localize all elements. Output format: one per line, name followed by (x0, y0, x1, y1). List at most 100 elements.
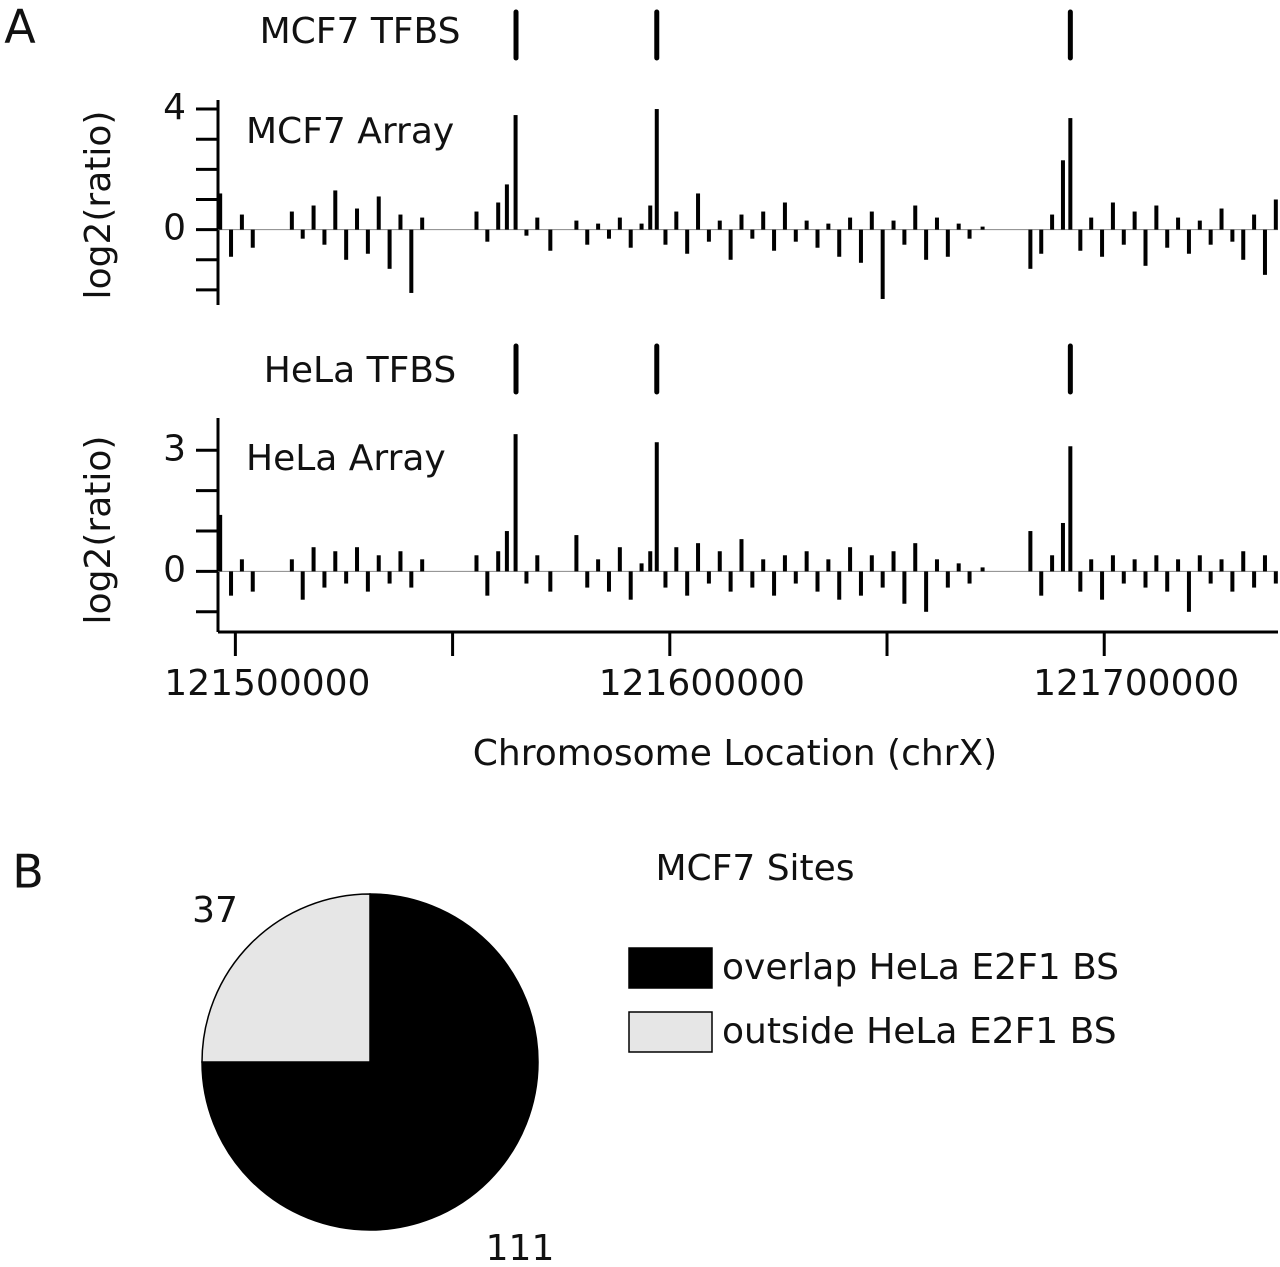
bar (826, 223, 831, 230)
bar (685, 571, 690, 596)
bar (1230, 229, 1235, 242)
bar (1068, 118, 1073, 230)
bar (535, 555, 540, 572)
bar (574, 535, 579, 572)
bar (772, 571, 777, 596)
bar (474, 211, 479, 230)
bar (956, 563, 961, 572)
bar (880, 571, 885, 588)
bar (945, 571, 950, 588)
bar (728, 571, 733, 592)
bar (648, 551, 653, 572)
bar (585, 571, 590, 588)
bar (239, 559, 244, 572)
bar (229, 229, 234, 257)
bar (1154, 205, 1159, 230)
bar (793, 229, 798, 242)
bar (858, 571, 863, 596)
bar (956, 223, 961, 230)
bar (1110, 555, 1115, 572)
bar (333, 551, 338, 572)
bar (945, 229, 950, 257)
bar (1273, 199, 1278, 230)
bar (902, 229, 907, 245)
bar (1165, 571, 1170, 592)
bar (1143, 229, 1148, 266)
bar (311, 547, 316, 572)
bar (648, 205, 653, 230)
bar (496, 202, 501, 230)
bar (1060, 522, 1065, 572)
bar (750, 571, 755, 588)
bar (1132, 211, 1137, 230)
bar (420, 217, 425, 230)
bar (848, 547, 853, 572)
bar (585, 229, 590, 245)
bar (717, 551, 722, 572)
bar (574, 220, 579, 230)
bar (891, 551, 896, 572)
bar (322, 571, 327, 588)
slice-label: 37 (192, 890, 238, 931)
bar (1078, 229, 1083, 251)
bar (289, 559, 294, 572)
bar (628, 229, 633, 248)
bar (311, 205, 316, 230)
bar (967, 229, 972, 239)
bar (1262, 555, 1267, 572)
bar (606, 229, 611, 239)
bar (913, 205, 918, 230)
bar (355, 208, 360, 230)
bar (934, 217, 939, 230)
bar (496, 551, 501, 572)
bar (504, 184, 509, 230)
pie-slice (201, 893, 371, 1063)
y-tick-label: 0 (163, 208, 186, 249)
bar (782, 555, 787, 572)
track-title: MCF7 Array (246, 111, 454, 152)
bar (239, 214, 244, 230)
bar (355, 547, 360, 572)
bar (1241, 551, 1246, 572)
bar (674, 211, 679, 230)
bar (880, 229, 885, 299)
bar (1121, 571, 1126, 584)
bar (548, 571, 553, 592)
bar (628, 571, 633, 600)
bar (1219, 559, 1224, 572)
bar (639, 223, 644, 230)
bar (1089, 217, 1094, 230)
bar (934, 559, 939, 572)
bar (1089, 559, 1094, 572)
bar (826, 559, 831, 572)
legend-label: outside HeLa E2F1 BS (722, 1011, 1117, 1052)
bar (1110, 202, 1115, 230)
bar (1050, 214, 1055, 230)
bar (685, 229, 690, 254)
bar (706, 571, 711, 584)
bar (654, 442, 659, 572)
bar (804, 551, 809, 572)
bar (1039, 571, 1044, 596)
bar (548, 229, 553, 251)
bar (1154, 555, 1159, 572)
bar (772, 229, 777, 251)
bar (524, 229, 529, 236)
bar (1068, 446, 1073, 572)
bar (696, 193, 701, 230)
bar (815, 229, 820, 248)
bar (300, 229, 305, 239)
panel-label: A (4, 0, 36, 54)
x-tick-label: 121700000 (1033, 663, 1239, 704)
bar (1165, 229, 1170, 248)
bar (869, 211, 874, 230)
bar (376, 555, 381, 572)
bar (420, 559, 425, 572)
pie-slice (201, 893, 539, 1231)
bar (596, 223, 601, 230)
bar (869, 555, 874, 572)
bar (1039, 229, 1044, 254)
bar (696, 543, 701, 572)
bar (1186, 571, 1191, 612)
bar (1060, 160, 1065, 230)
